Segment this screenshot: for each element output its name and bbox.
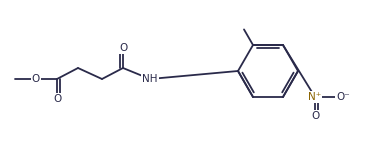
Text: NH: NH (142, 74, 158, 84)
Text: O⁻: O⁻ (336, 92, 350, 102)
Text: O: O (119, 43, 127, 53)
Text: O: O (53, 94, 61, 104)
Text: O: O (32, 74, 40, 84)
Text: O: O (311, 111, 319, 121)
Text: N⁺: N⁺ (308, 92, 322, 102)
